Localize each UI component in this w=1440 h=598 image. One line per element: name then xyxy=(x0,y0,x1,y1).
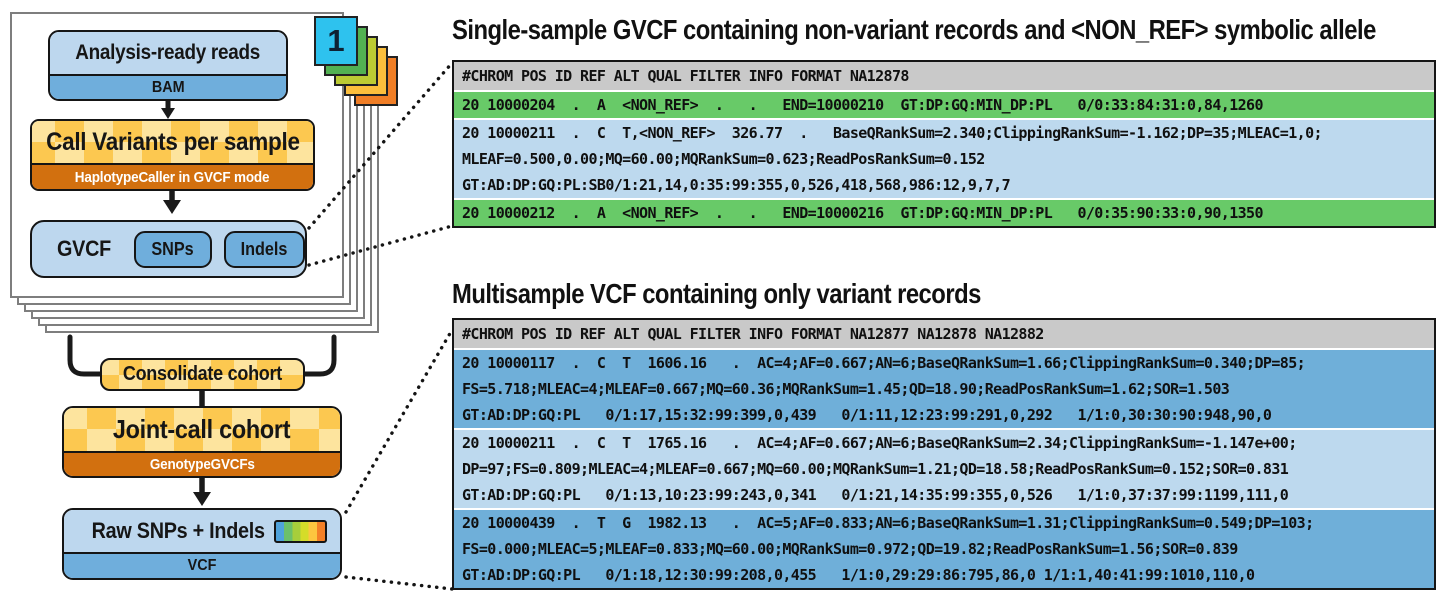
record-line: DP=97;FS=0.809;MLEAC=4;MLEAF=0.667;MQ=60… xyxy=(462,460,1289,478)
record-line: 20 10000211 . C T,<NON_REF> 326.77 . Bas… xyxy=(462,124,1323,142)
record-line: FS=0.000;MLEAC=5;MLEAF=0.833;MQ=60.00;MQ… xyxy=(462,540,1238,558)
gvcf-panel-title: Single-sample GVCF containing non-varian… xyxy=(452,14,1376,45)
record-line: GT:AD:DP:GQ:PL:SB0/1:21,14,0:35:99:355,0… xyxy=(462,176,1011,194)
haplotypecaller-label: HaplotypeCaller in GVCF mode xyxy=(75,168,270,186)
sample-tab-1: 1 xyxy=(314,16,358,66)
bracket-left xyxy=(67,334,103,377)
consolidate-cohort-label: Consolidate cohort xyxy=(122,363,283,385)
bam-label: BAM xyxy=(151,78,185,96)
analysis-ready-reads-label-area: Analysis-ready reads xyxy=(50,32,286,74)
indels-pill: Indels xyxy=(223,230,305,268)
record-line: 20 10000204 . A <NON_REF> . . END=100002… xyxy=(462,96,1264,114)
consolidate-cohort-box: Consolidate cohort xyxy=(100,358,305,391)
sample-number: 1 xyxy=(327,23,345,58)
vcf-records-table: #CHROM POS ID REF ALT QUAL FILTER INFO F… xyxy=(452,318,1436,590)
record-line: MLEAF=0.500,0.00;MQ=60.00;MQRankSum=0.62… xyxy=(462,150,985,168)
record-line: GT:AD:DP:GQ:PL 0/1:18,12:30:99:208,0,455… xyxy=(462,566,1255,584)
snps-label: SNPs xyxy=(151,238,194,259)
raw-snps-indels-label: Raw SNPs + Indels xyxy=(91,518,265,543)
dotted-connector-vcf-to-table-bottom xyxy=(344,575,454,591)
vcf-table-header-row: #CHROM POS ID REF ALT QUAL FILTER INFO F… xyxy=(454,320,1434,348)
record-line: 20 10000439 . T G 1982.13 . AC=5;AF=0.83… xyxy=(462,514,1314,532)
joint-call-label: Joint-call cohort xyxy=(113,414,291,444)
dotted-connector-vcf-to-table-top xyxy=(344,328,454,514)
call-variants-label: Call Variants per sample xyxy=(45,127,300,156)
bracket-right xyxy=(302,334,337,377)
vcf-variant-record-row: 20 10000211 . C T 1765.16 . AC=4;AF=0.66… xyxy=(454,428,1434,508)
analysis-ready-reads-box: Analysis-ready reads BAM xyxy=(48,30,288,101)
genotypegvcfs-tool-bar: GenotypeGVCFs xyxy=(64,451,340,476)
vcf-format-bar: VCF xyxy=(64,552,340,578)
record-line: 20 10000117 . C T 1606.16 . AC=4;AF=0.66… xyxy=(462,354,1306,372)
indels-label: Indels xyxy=(240,238,288,259)
record-line: GT:AD:DP:GQ:PL 0/1:17,15:32:99:399,0,439… xyxy=(462,406,1272,424)
record-line: FS=5.718;MLEAC=4;MLEAF=0.667;MQ=60.36;MQ… xyxy=(462,380,1230,398)
vcf-label: VCF xyxy=(187,557,217,574)
gvcf-table-header-row: #CHROM POS ID REF ALT QUAL FILTER INFO F… xyxy=(454,62,1434,90)
vcf-panel-title: Multisample VCF containing only variant … xyxy=(452,278,981,309)
record-line: 20 10000211 . C T 1765.16 . AC=4;AF=0.66… xyxy=(462,434,1297,452)
gvcf-non-variant-record-row: 20 10000204 . A <NON_REF> . . END=100002… xyxy=(454,90,1434,118)
bam-format-bar: BAM xyxy=(50,74,286,99)
gvcf-non-variant-record-row: 20 10000212 . A <NON_REF> . . END=100002… xyxy=(454,198,1434,226)
raw-snps-indels-box: Raw SNPs + Indels VCF xyxy=(62,508,342,580)
genotypegvcfs-label: GenotypeGVCFs xyxy=(149,456,255,473)
gvcf-table-header: #CHROM POS ID REF ALT QUAL FILTER INFO F… xyxy=(462,67,909,85)
haplotypecaller-tool-bar: HaplotypeCaller in GVCF mode xyxy=(32,163,313,189)
analysis-ready-reads-label: Analysis-ready reads xyxy=(75,41,261,64)
arrowhead xyxy=(193,492,211,506)
gvcf-records-table: #CHROM POS ID REF ALT QUAL FILTER INFO F… xyxy=(452,60,1436,228)
joint-call-label-area: Joint-call cohort xyxy=(64,408,340,451)
rainbow-gradient-icon xyxy=(274,519,327,543)
vcf-variant-record-row: 20 10000117 . C T 1606.16 . AC=4;AF=0.66… xyxy=(454,348,1434,428)
record-line: 20 10000212 . A <NON_REF> . . END=100002… xyxy=(462,204,1264,222)
call-variants-box: Call Variants per sample HaplotypeCaller… xyxy=(30,119,315,191)
snps-pill: SNPs xyxy=(133,230,212,268)
gvcf-label: GVCF xyxy=(56,236,111,261)
gvcf-variant-record-row: 20 10000211 . C T,<NON_REF> 326.77 . Bas… xyxy=(454,118,1434,198)
vcf-variant-record-row: 20 10000439 . T G 1982.13 . AC=5;AF=0.83… xyxy=(454,508,1434,588)
gvcf-output-box: GVCF SNPs Indels xyxy=(30,220,307,278)
record-line: GT:AD:DP:GQ:PL 0/1:13,10:23:99:243,0,341… xyxy=(462,486,1289,504)
raw-snps-indels-label-area: Raw SNPs + Indels xyxy=(64,510,340,552)
joint-call-cohort-box: Joint-call cohort GenotypeGVCFs xyxy=(62,406,342,478)
call-variants-label-area: Call Variants per sample xyxy=(32,121,313,163)
vcf-table-header: #CHROM POS ID REF ALT QUAL FILTER INFO F… xyxy=(462,325,1044,343)
